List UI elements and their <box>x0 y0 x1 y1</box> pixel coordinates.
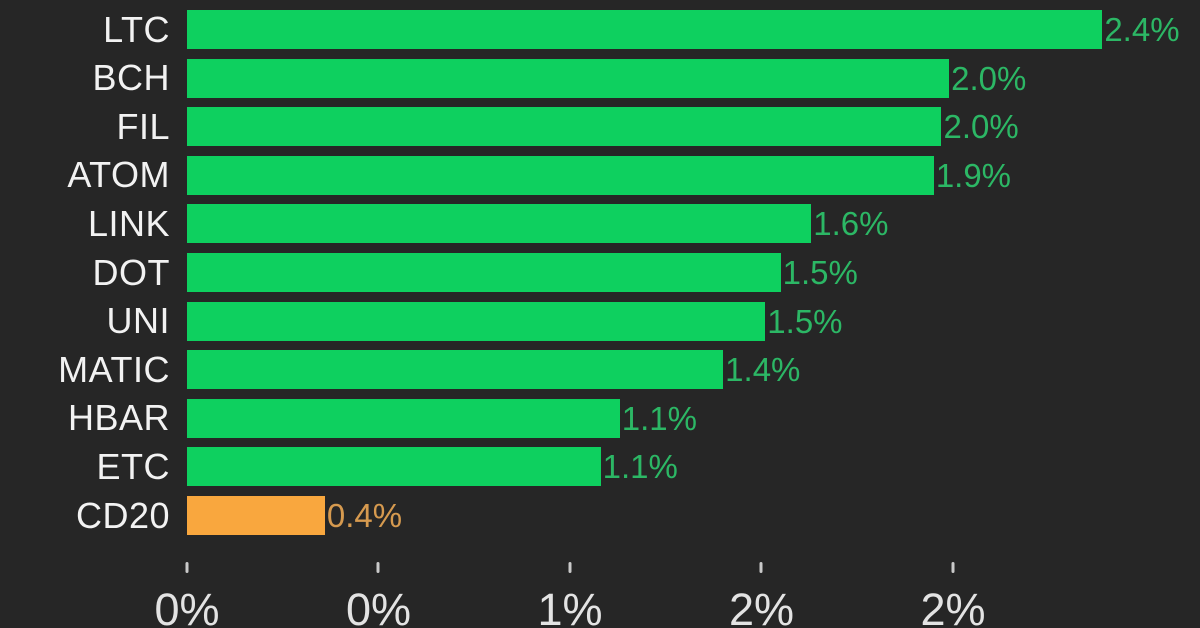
chart-row: DOT 1.5% <box>0 251 1200 293</box>
value-label: 1.9% <box>935 156 1012 194</box>
x-axis: 0% 0% 1% 2% 2% <box>154 562 1200 628</box>
bar-track: 0.4% <box>187 496 1200 535</box>
axis-tick-mark <box>568 562 572 573</box>
bar-etc <box>187 447 601 487</box>
bar-hbar <box>187 398 620 438</box>
axis-tick-label: 0% <box>345 584 412 628</box>
value-label: 1.1% <box>621 399 697 437</box>
bar-uni <box>187 301 766 341</box>
bar-track: 2.4% <box>187 10 1200 49</box>
chart-row: FIL 2.0% <box>0 105 1200 147</box>
axis-tick-label: 2% <box>920 584 986 628</box>
axis-tick-mark <box>951 562 955 573</box>
bar-matic <box>187 350 724 390</box>
bar-track: 2.0% <box>187 58 1200 98</box>
bar-track: 1.5% <box>187 253 1200 292</box>
value-label: 2.0% <box>951 59 1027 97</box>
bar-track: 1.9% <box>187 155 1200 195</box>
bar-track: 2.0% <box>187 107 1200 147</box>
chart-row: HBAR 1.1% <box>0 397 1200 439</box>
value-label: 2.0% <box>943 108 1019 146</box>
category-label: HBAR <box>67 397 170 439</box>
category-label: BCH <box>92 57 170 99</box>
axis-tick-mark <box>185 562 189 573</box>
bar-ltc <box>187 10 1103 49</box>
bar-track: 1.1% <box>187 398 1200 438</box>
bar-dot <box>187 253 781 292</box>
category-label: DOT <box>92 251 170 293</box>
category-label: MATIC <box>58 348 170 390</box>
bar-cd20 <box>187 496 325 535</box>
bar-bch <box>187 58 950 98</box>
category-label: FIL <box>116 105 170 147</box>
chart-row: LTC 2.4% <box>0 8 1200 50</box>
value-label: 1.4% <box>725 351 801 389</box>
axis-tick-mark <box>759 562 763 573</box>
value-label: 1.6% <box>813 205 889 243</box>
chart-row: ATOM 1.9% <box>0 154 1200 196</box>
bar-track: 1.4% <box>187 350 1200 390</box>
category-label: LINK <box>87 202 170 244</box>
bar-track: 1.1% <box>187 447 1200 487</box>
category-label: ATOM <box>67 154 170 196</box>
chart-row: ETC 1.1% <box>0 445 1200 487</box>
chart-row: BCH 2.0% <box>0 57 1200 99</box>
axis-tick-mark <box>376 562 380 573</box>
bar-link <box>187 204 812 244</box>
bar-track: 1.5% <box>187 301 1200 341</box>
axis-tick-label: 1% <box>537 584 603 628</box>
value-label: 1.5% <box>782 254 858 291</box>
value-label: 1.5% <box>767 302 843 340</box>
bar-track: 1.6% <box>187 204 1200 244</box>
axis-tick-label: 0% <box>154 584 220 628</box>
value-label: 0.4% <box>326 497 403 534</box>
category-label: UNI <box>106 300 170 342</box>
chart-row: LINK 1.6% <box>0 202 1200 244</box>
category-label: ETC <box>96 445 170 487</box>
chart-row: UNI 1.5% <box>0 300 1200 342</box>
category-label: LTC <box>103 8 170 50</box>
value-label: 1.1% <box>602 448 678 486</box>
bar-atom <box>187 155 934 195</box>
category-label: CD20 <box>75 494 170 536</box>
value-label: 2.4% <box>1104 11 1180 48</box>
chart-row: CD20 0.4% <box>0 494 1200 536</box>
chart-row: MATIC 1.4% <box>0 348 1200 390</box>
bar-fil <box>187 107 942 147</box>
axis-tick-label: 2% <box>728 584 794 628</box>
